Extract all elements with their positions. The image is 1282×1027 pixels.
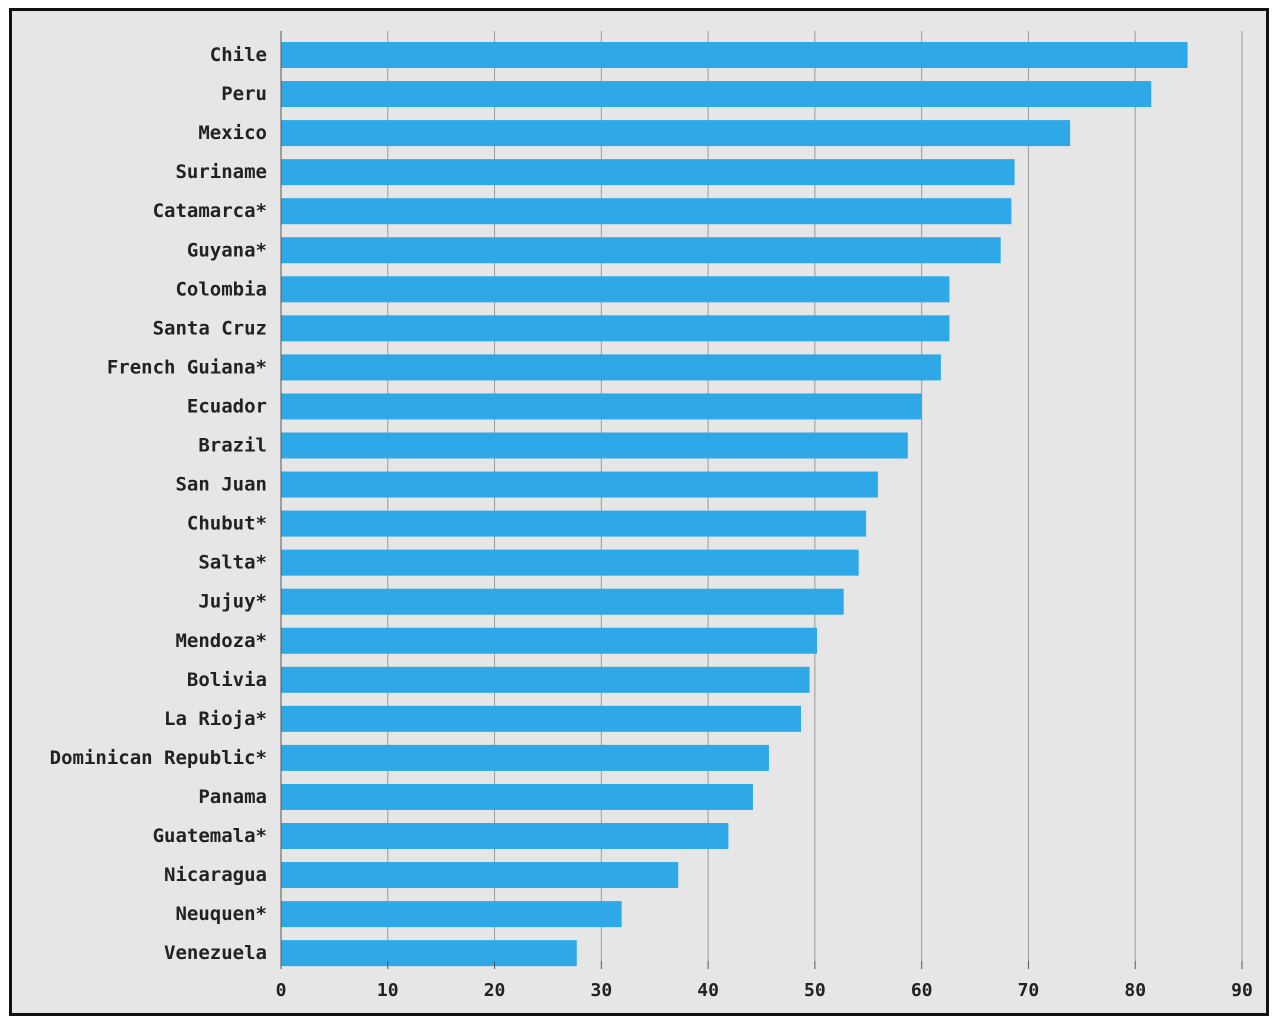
bar bbox=[281, 471, 878, 498]
x-tick-label: 40 bbox=[697, 980, 719, 1001]
category-label: Catamarca* bbox=[153, 200, 267, 222]
x-tick-label: 60 bbox=[911, 980, 933, 1001]
bar bbox=[281, 666, 810, 693]
category-label: Guyana* bbox=[187, 239, 267, 261]
category-label: Mendoza* bbox=[175, 630, 267, 652]
bar bbox=[281, 823, 729, 849]
bar bbox=[281, 705, 802, 732]
category-label: Venezuela bbox=[164, 942, 267, 964]
category-label: Bolivia bbox=[187, 669, 267, 691]
bar bbox=[281, 783, 753, 810]
x-tick-label: 20 bbox=[484, 980, 506, 1001]
category-label: La Rioja* bbox=[164, 708, 267, 730]
category-label: Colombia bbox=[175, 278, 267, 300]
category-label: Panama bbox=[198, 786, 267, 808]
bar bbox=[281, 120, 1071, 147]
bars bbox=[281, 42, 1188, 967]
category-label: French Guiana* bbox=[107, 356, 267, 378]
x-tick-label: 80 bbox=[1124, 980, 1146, 1001]
bar bbox=[281, 42, 1188, 68]
bar bbox=[281, 393, 922, 420]
x-tick-label: 0 bbox=[276, 980, 287, 1001]
bar bbox=[281, 588, 844, 615]
bar bbox=[281, 354, 941, 381]
category-label: Dominican Republic* bbox=[50, 747, 267, 769]
category-label: Chubut* bbox=[187, 513, 267, 535]
bar bbox=[281, 432, 908, 459]
bar bbox=[281, 627, 818, 654]
category-label: Mexico bbox=[198, 122, 267, 144]
chart-frame: Chile Peru Mexico Suriname Catamarca* Guyana*… bbox=[9, 8, 1269, 1016]
x-tick-label: 50 bbox=[804, 980, 826, 1001]
x-axis-ticks: 0 10 20 30 40 50 60 70 80 90 bbox=[276, 961, 1253, 1001]
category-label: Ecuador bbox=[187, 395, 267, 417]
bar bbox=[281, 940, 577, 967]
category-label: Chile bbox=[210, 44, 267, 66]
bar bbox=[281, 901, 622, 928]
bar bbox=[281, 159, 1015, 186]
bar bbox=[281, 862, 679, 889]
category-label: Nicaragua bbox=[164, 864, 267, 886]
category-label: San Juan bbox=[175, 474, 267, 496]
category-label: Brazil bbox=[198, 435, 267, 457]
category-label: Jujuy* bbox=[198, 591, 267, 613]
bar bbox=[281, 510, 867, 537]
bar bbox=[281, 198, 1012, 225]
bar bbox=[281, 81, 1152, 108]
x-tick-label: 70 bbox=[1018, 980, 1040, 1001]
category-label: Neuquen* bbox=[175, 903, 267, 925]
x-tick-label: 90 bbox=[1231, 980, 1253, 1001]
bar bbox=[281, 744, 769, 771]
category-label: Santa Cruz bbox=[153, 317, 267, 339]
bar bbox=[281, 549, 859, 576]
bar bbox=[281, 276, 950, 303]
category-label: Salta* bbox=[198, 552, 267, 574]
bar-chart: Chile Peru Mexico Suriname Catamarca* Guyana*… bbox=[50, 31, 1253, 1001]
bar bbox=[281, 237, 1001, 264]
category-labels: Chile Peru Mexico Suriname Catamarca* Guyana*… bbox=[50, 44, 267, 964]
category-label: Peru bbox=[221, 83, 267, 105]
x-tick-label: 30 bbox=[590, 980, 612, 1001]
bar bbox=[281, 315, 950, 342]
category-label: Guatemala* bbox=[153, 825, 267, 847]
category-label: Suriname bbox=[175, 161, 267, 183]
x-tick-label: 10 bbox=[377, 980, 399, 1001]
